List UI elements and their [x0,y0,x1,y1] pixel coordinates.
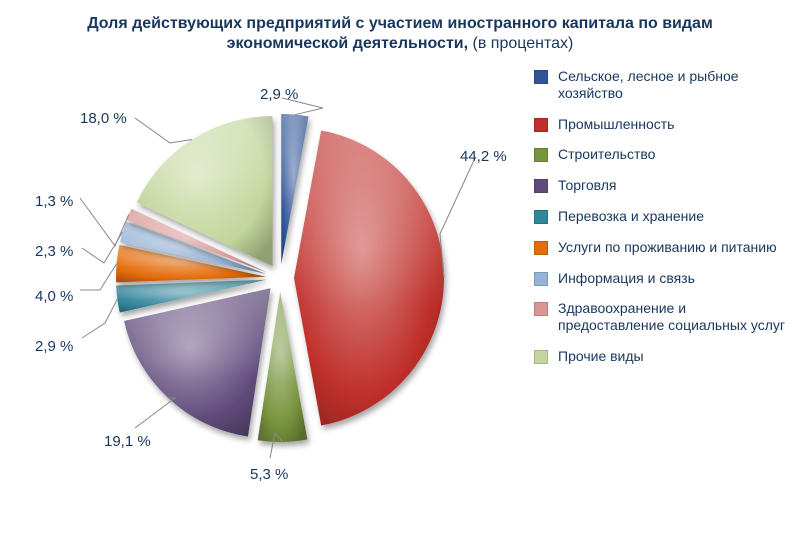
title-line2-rest: (в процентах) [473,35,574,52]
legend-label: Прочие виды [558,348,644,365]
title-line2-bold: экономической деятельности, [227,35,473,52]
legend-swatch [534,148,548,162]
legend-swatch [534,302,548,316]
legend-item: Прочие виды [534,348,794,365]
legend-item: Строительство [534,146,794,163]
legend-label: Здравоохранение и предоставление социаль… [558,300,788,334]
legend-label: Строительство [558,146,655,163]
legend-label: Промышленность [558,116,674,133]
legend-label: Информация и связь [558,270,695,287]
legend-swatch [534,179,548,193]
chart-area: 2,9 %44,2 %5,3 %19,1 %2,9 %4,0 %2,3 %1,3… [0,58,800,518]
legend-item: Торговля [534,177,794,194]
legend-item: Перевозка и хранение [534,208,794,225]
legend-swatch [534,70,548,84]
legend-item: Услуги по проживанию и питанию [534,239,794,256]
legend-swatch [534,350,548,364]
legend-item: Сельское, лесное и рыбное хозяйство [534,68,794,102]
legend-label: Сельское, лесное и рыбное хозяйство [558,68,788,102]
legend-item: Информация и связь [534,270,794,287]
title-line1: Доля действующих предприятий с участием … [87,15,713,32]
legend: Сельское, лесное и рыбное хозяйство Промы… [534,68,794,379]
legend-swatch [534,118,548,132]
legend-label: Услуги по проживанию и питанию [558,239,777,256]
legend-swatch [534,210,548,224]
legend-swatch [534,272,548,286]
legend-label: Перевозка и хранение [558,208,704,225]
legend-item: Промышленность [534,116,794,133]
legend-item: Здравоохранение и предоставление социаль… [534,300,794,334]
legend-label: Торговля [558,177,616,194]
legend-swatch [534,241,548,255]
pie-svg [20,58,500,498]
chart-title: Доля действующих предприятий с участием … [0,0,800,58]
